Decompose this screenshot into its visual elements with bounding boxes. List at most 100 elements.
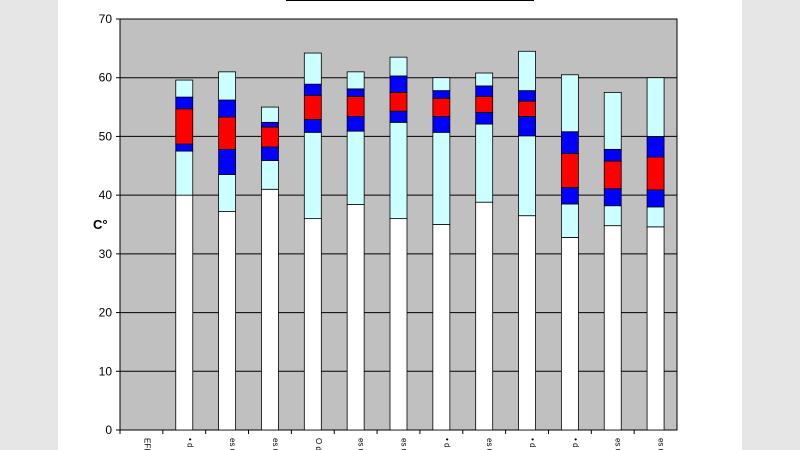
bar-segment-lower-light	[518, 135, 536, 217]
bar-segment-base	[475, 201, 494, 431]
bar-segment-lower-light	[560, 203, 579, 238]
y-tick-label: 0	[105, 423, 112, 437]
chart-canvas: 0 10 20 30 40 50 60 70 EFI • d es us es us O d es us…	[58, 0, 742, 450]
bar-segment-base	[432, 224, 451, 431]
bar-segment-upper-blue	[475, 85, 494, 97]
bar-segment-lower-light	[303, 131, 322, 220]
bar-segment-top	[303, 52, 322, 85]
bar-group	[603, 91, 622, 431]
bar-segment-lower-light	[432, 131, 451, 225]
bar-segment-base	[218, 211, 237, 431]
bar-segment-lower-blue	[261, 146, 279, 161]
x-category-label: • d	[185, 438, 194, 447]
bar-segment-red	[475, 96, 494, 113]
y-axis-label: C°	[93, 217, 108, 232]
y-tick-label: 10	[99, 364, 113, 378]
bar-segment-upper-blue	[518, 90, 536, 102]
x-category-label: es us	[357, 438, 366, 450]
bar-segment-upper-blue	[646, 136, 665, 158]
bar-series	[175, 50, 665, 431]
bar-group	[560, 74, 579, 431]
bar-segment-base	[175, 194, 194, 431]
bar-segment-red	[346, 96, 365, 117]
bar-segment-base	[346, 204, 365, 431]
bar-segment-lower-blue	[432, 116, 451, 133]
bar-segment-top	[560, 74, 579, 133]
bar-segment-red	[303, 94, 322, 120]
x-category-label: • d	[571, 438, 580, 447]
bar-group	[346, 71, 365, 431]
bar-segment-lower-blue	[560, 187, 579, 205]
bar-segment-red	[261, 126, 279, 148]
bar-segment-lower-light	[346, 130, 365, 205]
bar-segment-lower-blue	[646, 189, 665, 208]
x-category-label: es us	[485, 438, 494, 450]
y-tick-label: 40	[99, 188, 113, 202]
x-category-label: EFI	[142, 438, 151, 450]
bar-segment-red	[603, 160, 622, 190]
bar-segment-base	[518, 215, 536, 431]
bar-group	[518, 50, 536, 431]
bar-segment-lower-blue	[518, 116, 536, 137]
x-category-label: es us	[614, 438, 623, 450]
x-category-label: es us	[228, 438, 237, 450]
x-category-label: • d	[442, 438, 451, 447]
bar-segment-top	[218, 71, 237, 101]
bar-segment-lower-light	[475, 123, 494, 203]
bar-segment-red	[560, 153, 579, 188]
bar-segment-upper-blue	[218, 99, 237, 118]
bar-segment-lower-blue	[475, 111, 494, 125]
bar-group	[432, 77, 451, 431]
bar-segment-top	[175, 79, 194, 98]
bar-segment-top	[261, 106, 279, 123]
y-tick-label: 70	[99, 12, 113, 26]
bar-segment-lower-blue	[175, 143, 194, 152]
bar-segment-lower-light	[218, 174, 237, 212]
bar-segment-lower-blue	[218, 148, 237, 175]
y-tick-label: 30	[99, 247, 113, 261]
y-tick-label: 60	[99, 71, 113, 85]
bar-segment-base	[603, 225, 622, 431]
bar-segment-upper-blue	[303, 83, 322, 96]
bar-segment-top	[646, 77, 665, 137]
bar-segment-lower-light	[603, 205, 622, 227]
bar-segment-base	[646, 226, 665, 431]
bar-segment-base	[261, 188, 279, 431]
bar-segment-lower-light	[261, 160, 279, 190]
bar-segment-lower-light	[175, 150, 194, 196]
bar-group	[389, 56, 408, 431]
bar-segment-base	[560, 237, 579, 431]
y-tick-label: 20	[99, 306, 113, 320]
bar-segment-lower-blue	[346, 116, 365, 132]
x-category-label: • d	[528, 438, 537, 447]
bar-segment-upper-blue	[603, 148, 622, 162]
bar-group	[475, 72, 494, 431]
bar-segment-top	[432, 77, 451, 92]
bar-segment-top	[346, 71, 365, 90]
bar-segment-upper-blue	[560, 131, 579, 154]
bar-segment-top	[603, 91, 622, 150]
bar-segment-top	[389, 56, 408, 77]
x-category-label: es us	[271, 438, 280, 450]
range-bar-chart: 0 10 20 30 40 50 60 70 EFI • d es us es us O d es us…	[93, 0, 678, 450]
bar-group	[646, 77, 665, 431]
x-category-label: es us	[400, 438, 409, 450]
bar-group	[175, 79, 194, 431]
bar-group	[261, 106, 279, 431]
x-category-label: es us	[657, 438, 666, 450]
bar-group	[218, 71, 237, 431]
bar-segment-upper-blue	[346, 88, 365, 97]
bar-segment-lower-blue	[603, 188, 622, 207]
y-tick-label: 50	[99, 129, 113, 143]
bar-segment-red	[432, 97, 451, 117]
y-axis-ticks: 0 10 20 30 40 50 60 70	[99, 12, 120, 437]
bar-segment-red	[389, 91, 408, 112]
bar-segment-lower-light	[389, 121, 408, 220]
bar-segment-base	[389, 218, 408, 431]
bar-segment-red	[646, 156, 665, 191]
bar-group	[303, 52, 322, 431]
x-axis-categories: EFI • d es us es us O d es us es us • d es us • d…	[119, 430, 666, 450]
bar-segment-base	[303, 218, 322, 431]
bar-segment-upper-blue	[175, 96, 194, 110]
bar-segment-red	[518, 100, 536, 117]
